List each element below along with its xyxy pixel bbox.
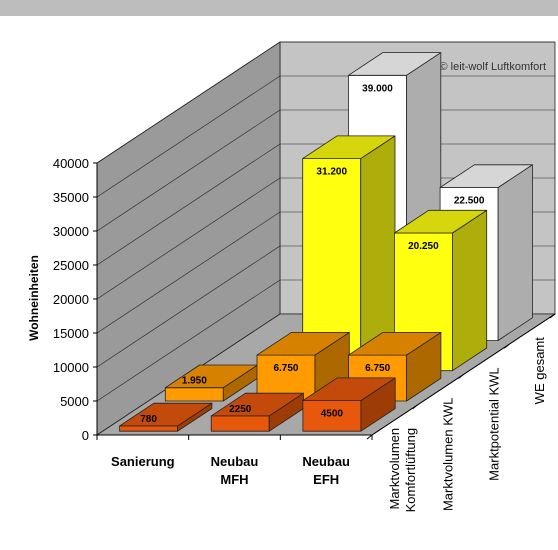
series-label: Marktpotential KWL [486, 367, 501, 480]
category-label: Neubau [302, 454, 350, 469]
gridline-side [96, 177, 281, 300]
gridline-side [96, 279, 281, 402]
bar-value-label: 6.750 [365, 363, 390, 374]
category-label: Neubau [211, 454, 259, 469]
bar-value-label: 2250 [229, 404, 252, 415]
bar-value-label: 4500 [321, 409, 344, 420]
bar-value-label: 20.250 [408, 241, 439, 252]
bar-top [302, 135, 396, 160]
y-tick-label: 40000 [53, 156, 89, 171]
depth-tick-mark [503, 343, 510, 349]
bar-top [256, 331, 350, 356]
bar-top [210, 392, 304, 417]
gridline-side [96, 211, 281, 334]
bar-side [497, 164, 533, 341]
bar-front [164, 387, 224, 402]
bar-side [451, 209, 488, 372]
y-tick-label: 0 [82, 428, 89, 443]
bar-value-label: 39.000 [362, 83, 393, 94]
gridline-side [96, 245, 281, 368]
series-label: WE gesamt [532, 337, 547, 405]
bar-top [119, 402, 213, 427]
category-label: EFH [313, 472, 339, 487]
depth-tick-mark [412, 404, 419, 410]
y-tick-label: 15000 [53, 326, 89, 341]
bar-value-label: 6.750 [273, 363, 298, 374]
bar-top [439, 164, 533, 188]
series-label: Komfortlüftung [403, 428, 418, 513]
gridline-side [96, 143, 281, 266]
depth-tick-mark [366, 434, 373, 440]
category-label: MFH [220, 472, 248, 487]
bar-top [348, 331, 442, 356]
bar-front [210, 415, 270, 432]
y-axis-label: Wohneinheiten [27, 255, 41, 341]
y-tick-label: 20000 [53, 292, 89, 307]
bar-front [119, 425, 179, 432]
y-tick-label: 30000 [53, 224, 89, 239]
gridline-side [96, 75, 281, 198]
depth-tick-mark [549, 313, 556, 319]
y-tick-label: 5000 [60, 394, 89, 409]
series-label: Marktvolumen KWL [441, 398, 456, 511]
gridline-side [96, 109, 281, 232]
bar-top [348, 52, 442, 76]
copyright-annotation: © leit-wolf Luftkomfort [439, 61, 546, 73]
y-tick-label: 35000 [53, 190, 89, 205]
bar-value-label: 1.950 [182, 376, 207, 387]
y-tick-label: 10000 [53, 360, 89, 375]
bar-value-label: 780 [140, 414, 157, 425]
series-label: Marktvolumen [387, 428, 402, 510]
header-strip [0, 0, 558, 16]
bar-top [302, 377, 396, 402]
bar-value-label: 31.200 [316, 167, 347, 178]
bar-value-label: 22.500 [454, 195, 485, 206]
gridline-side [96, 41, 281, 164]
depth-tick-mark [458, 374, 464, 379]
y-tick-label: 25000 [53, 258, 89, 273]
category-label: Sanierung [111, 454, 175, 469]
bar-top [393, 209, 488, 234]
